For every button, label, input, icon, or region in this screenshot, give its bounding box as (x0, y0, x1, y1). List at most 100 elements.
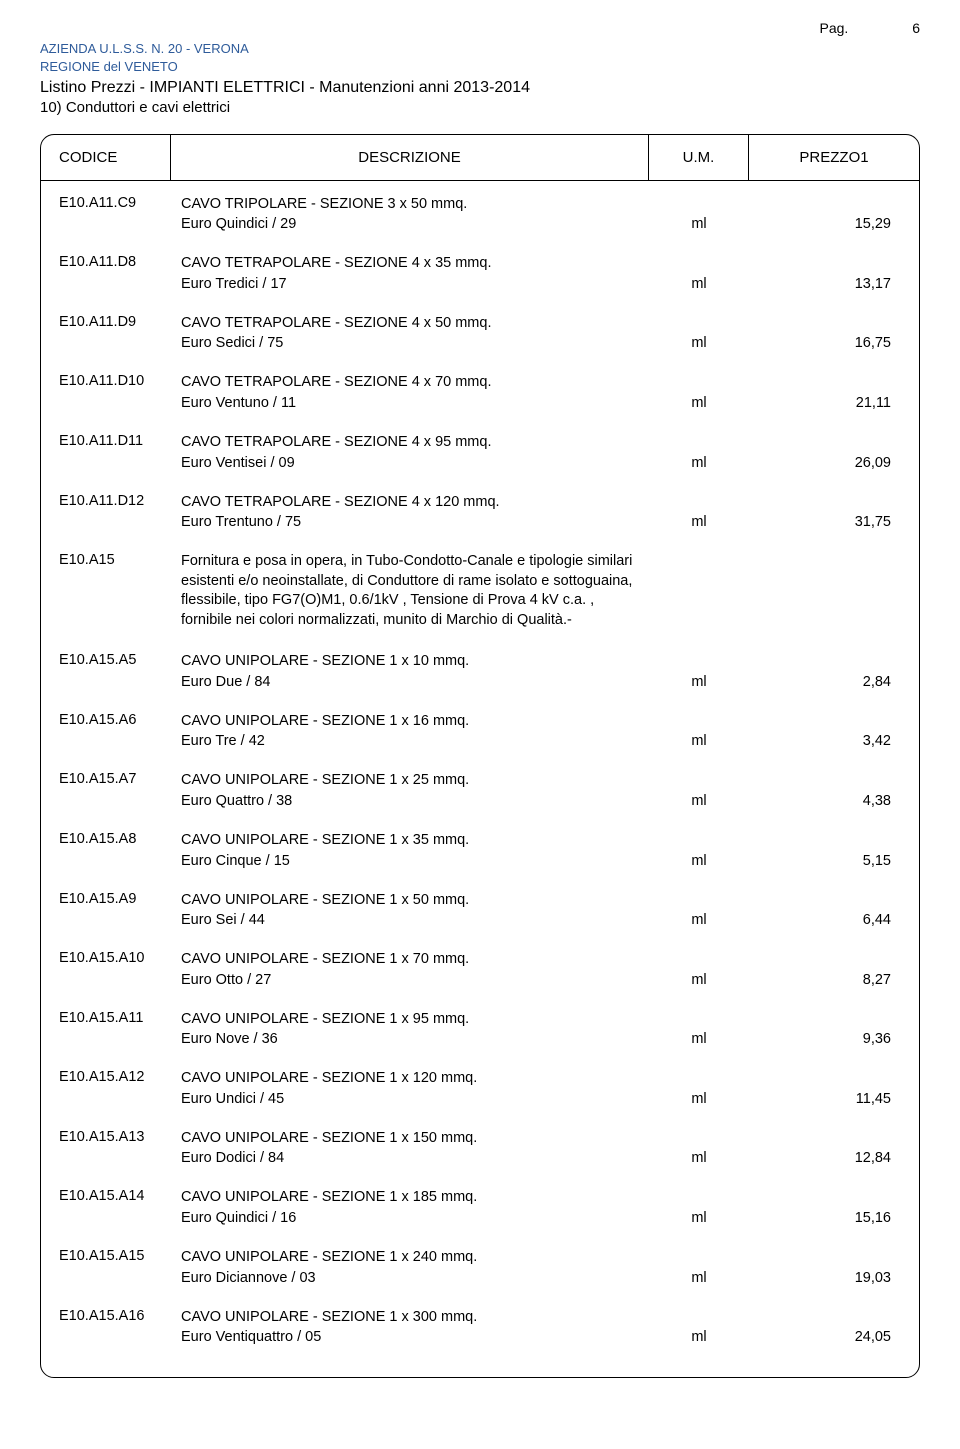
table-row: E10.A11.D12CAVO TETRAPOLARE - SEZIONE 4 … (41, 493, 919, 531)
table-row: E10.A15.A15CAVO UNIPOLARE - SEZIONE 1 x … (41, 1248, 919, 1286)
table-row: E10.A15.A5CAVO UNIPOLARE - SEZIONE 1 x 1… (41, 652, 919, 690)
row-line-desc: E10.A11.C9CAVO TRIPOLARE - SEZIONE 3 x 5… (41, 195, 919, 215)
cell-desc: CAVO TETRAPOLARE - SEZIONE 4 x 35 mmq. (171, 254, 649, 274)
row-line-price: Euro Due / 84ml2,84 (41, 674, 919, 690)
pag-word: Pag. (820, 20, 849, 36)
row-line-desc: E10.A11.D9CAVO TETRAPOLARE - SEZIONE 4 x… (41, 314, 919, 334)
cell-euro-words: Euro Ventuno / 11 (171, 395, 649, 411)
document-subtitle: 10) Conduttori e cavi elettrici (40, 99, 920, 116)
cell-desc: CAVO UNIPOLARE - SEZIONE 1 x 35 mmq. (171, 831, 649, 851)
cell-code: E10.A11.D11 (41, 433, 171, 449)
row-line-price: Euro Undici / 45ml11,45 (41, 1091, 919, 1107)
cell-code: E10.A15.A10 (41, 950, 171, 966)
row-line-desc: E10.A15.A7CAVO UNIPOLARE - SEZIONE 1 x 2… (41, 771, 919, 791)
row-line-desc: E10.A15.A12CAVO UNIPOLARE - SEZIONE 1 x … (41, 1069, 919, 1089)
table-row: E10.A11.C9CAVO TRIPOLARE - SEZIONE 3 x 5… (41, 195, 919, 233)
cell-desc: CAVO UNIPOLARE - SEZIONE 1 x 120 mmq. (171, 1069, 649, 1089)
row-line-price: Euro Ventisei / 09ml26,09 (41, 455, 919, 471)
row-line-price: Euro Sedici / 75ml16,75 (41, 335, 919, 351)
cell-desc: CAVO UNIPOLARE - SEZIONE 1 x 240 mmq. (171, 1248, 649, 1268)
cell-desc: CAVO UNIPOLARE - SEZIONE 1 x 70 mmq. (171, 950, 649, 970)
table-row: E10.A15.A6CAVO UNIPOLARE - SEZIONE 1 x 1… (41, 712, 919, 750)
cell-euro-words: Euro Tredici / 17 (171, 276, 649, 292)
cell-price: 9,36 (749, 1031, 919, 1047)
cell-euro-words: Euro Otto / 27 (171, 972, 649, 988)
cell-price: 3,42 (749, 733, 919, 749)
row-line-price: Euro Quattro / 38ml4,38 (41, 793, 919, 809)
cell-code: E10.A15.A8 (41, 831, 171, 847)
cell-price: 15,16 (749, 1210, 919, 1226)
price-table: CODICE DESCRIZIONE U.M. PREZZO1 E10.A11.… (40, 134, 920, 1378)
cell-code: E10.A15.A14 (41, 1188, 171, 1204)
cell-euro-words: Euro Diciannove / 03 (171, 1270, 649, 1286)
row-line-desc: E10.A15.A10CAVO UNIPOLARE - SEZIONE 1 x … (41, 950, 919, 970)
cell-um: ml (649, 674, 749, 690)
row-line-desc: E10.A15.A16CAVO UNIPOLARE - SEZIONE 1 x … (41, 1308, 919, 1328)
document-title: Listino Prezzi - IMPIANTI ELETTRICI - Ma… (40, 77, 920, 99)
table-row: E10.A11.D9CAVO TETRAPOLARE - SEZIONE 4 x… (41, 314, 919, 352)
cell-desc: CAVO UNIPOLARE - SEZIONE 1 x 300 mmq. (171, 1308, 649, 1328)
row-line-desc: E10.A15.A6CAVO UNIPOLARE - SEZIONE 1 x 1… (41, 712, 919, 732)
cell-code: E10.A15.A13 (41, 1129, 171, 1145)
cell-um: ml (649, 455, 749, 471)
cell-um: ml (649, 1031, 749, 1047)
col-header-price: PREZZO1 (749, 135, 919, 180)
table-row: E10.A15.A9CAVO UNIPOLARE - SEZIONE 1 x 5… (41, 891, 919, 929)
document-org-header: AZIENDA U.L.S.S. N. 20 - VERONA REGIONE … (40, 40, 920, 75)
cell-price: 12,84 (749, 1150, 919, 1166)
cell-code: E10.A15.A15 (41, 1248, 171, 1264)
cell-desc: CAVO UNIPOLARE - SEZIONE 1 x 185 mmq. (171, 1188, 649, 1208)
table-row: E10.A15.A11CAVO UNIPOLARE - SEZIONE 1 x … (41, 1010, 919, 1048)
cell-price: 21,11 (749, 395, 919, 411)
page-number: 6 (912, 20, 920, 36)
row-line-price: Euro Otto / 27ml8,27 (41, 972, 919, 988)
cell-um: ml (649, 1270, 749, 1286)
table-row: E10.A15.A14CAVO UNIPOLARE - SEZIONE 1 x … (41, 1188, 919, 1226)
cell-euro-words: Euro Trentuno / 75 (171, 514, 649, 530)
cell-euro-words: Euro Undici / 45 (171, 1091, 649, 1107)
row-line-price: Euro Ventuno / 11ml21,11 (41, 395, 919, 411)
cell-um: ml (649, 1091, 749, 1107)
cell-euro-words: Euro Tre / 42 (171, 733, 649, 749)
cell-code: E10.A11.D8 (41, 254, 171, 270)
row-line-price: Euro Quindici / 16ml15,16 (41, 1210, 919, 1226)
table-row: E10.A15.A13CAVO UNIPOLARE - SEZIONE 1 x … (41, 1129, 919, 1167)
cell-price: 16,75 (749, 335, 919, 351)
cell-desc: CAVO TETRAPOLARE - SEZIONE 4 x 120 mmq. (171, 493, 649, 513)
cell-euro-words: Euro Sedici / 75 (171, 335, 649, 351)
row-line-desc: E10.A11.D12CAVO TETRAPOLARE - SEZIONE 4 … (41, 493, 919, 513)
row-line-desc: E10.A15Fornitura e posa in opera, in Tub… (41, 552, 919, 630)
cell-euro-words: Euro Quattro / 38 (171, 793, 649, 809)
table-row: E10.A11.D8CAVO TETRAPOLARE - SEZIONE 4 x… (41, 254, 919, 292)
cell-um: ml (649, 335, 749, 351)
cell-desc: CAVO UNIPOLARE - SEZIONE 1 x 10 mmq. (171, 652, 649, 672)
row-line-desc: E10.A11.D8CAVO TETRAPOLARE - SEZIONE 4 x… (41, 254, 919, 274)
cell-code: E10.A11.C9 (41, 195, 171, 211)
cell-price: 2,84 (749, 674, 919, 690)
cell-desc: CAVO UNIPOLARE - SEZIONE 1 x 150 mmq. (171, 1129, 649, 1149)
cell-code: E10.A15.A9 (41, 891, 171, 907)
cell-um: ml (649, 276, 749, 292)
row-line-price: Euro Sei / 44ml6,44 (41, 912, 919, 928)
row-line-desc: E10.A11.D11CAVO TETRAPOLARE - SEZIONE 4 … (41, 433, 919, 453)
table-row: E10.A15.A12CAVO UNIPOLARE - SEZIONE 1 x … (41, 1069, 919, 1107)
row-line-desc: E10.A15.A15CAVO UNIPOLARE - SEZIONE 1 x … (41, 1248, 919, 1268)
cell-price: 4,38 (749, 793, 919, 809)
cell-um: ml (649, 216, 749, 232)
cell-code: E10.A15.A12 (41, 1069, 171, 1085)
row-line-desc: E10.A15.A8CAVO UNIPOLARE - SEZIONE 1 x 3… (41, 831, 919, 851)
row-line-price: Euro Ventiquattro / 05ml24,05 (41, 1329, 919, 1345)
cell-desc: CAVO UNIPOLARE - SEZIONE 1 x 25 mmq. (171, 771, 649, 791)
row-line-price: Euro Trentuno / 75ml31,75 (41, 514, 919, 530)
row-line-desc: E10.A11.D10CAVO TETRAPOLARE - SEZIONE 4 … (41, 373, 919, 393)
table-row: E10.A11.D10CAVO TETRAPOLARE - SEZIONE 4 … (41, 373, 919, 411)
cell-euro-words: Euro Cinque / 15 (171, 853, 649, 869)
row-line-desc: E10.A15.A9CAVO UNIPOLARE - SEZIONE 1 x 5… (41, 891, 919, 911)
cell-price: 6,44 (749, 912, 919, 928)
cell-price: 31,75 (749, 514, 919, 530)
cell-um: ml (649, 912, 749, 928)
org-line-2: REGIONE del VENETO (40, 58, 920, 76)
table-body: E10.A11.C9CAVO TRIPOLARE - SEZIONE 3 x 5… (41, 181, 919, 1377)
cell-euro-words: Euro Dodici / 84 (171, 1150, 649, 1166)
row-line-desc: E10.A15.A14CAVO UNIPOLARE - SEZIONE 1 x … (41, 1188, 919, 1208)
